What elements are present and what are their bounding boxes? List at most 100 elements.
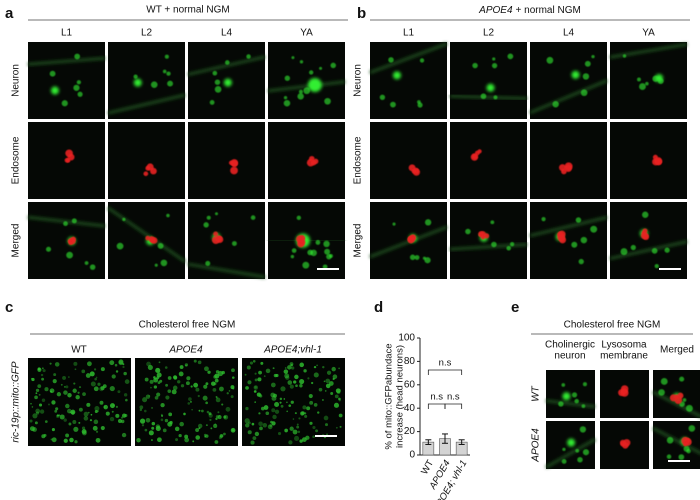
- dot: [279, 401, 282, 404]
- blob: [133, 74, 138, 79]
- dot: [93, 386, 99, 392]
- dot: [153, 377, 159, 383]
- y-axis-label: increase (head neurons): [395, 345, 406, 448]
- dot: [332, 374, 338, 380]
- dot: [117, 419, 122, 424]
- dot: [193, 382, 199, 388]
- dot: [267, 424, 273, 430]
- dot: [332, 377, 335, 381]
- dot: [283, 369, 289, 374]
- dot: [151, 426, 155, 430]
- blob: [507, 53, 514, 60]
- micrograph-bg: [268, 42, 345, 119]
- micrograph-bg: [370, 42, 447, 119]
- blob: [89, 264, 96, 270]
- micrograph: [609, 42, 688, 119]
- dot: [206, 410, 210, 414]
- dot: [145, 418, 151, 423]
- dot: [81, 426, 86, 430]
- dot: [160, 414, 164, 417]
- blob: [486, 83, 495, 92]
- dot: [139, 405, 144, 410]
- dot: [254, 390, 257, 393]
- dot: [205, 434, 209, 438]
- dot: [111, 374, 116, 379]
- title-italic: APOE4: [478, 5, 513, 16]
- panel-label: b: [357, 5, 366, 22]
- dot: [165, 395, 170, 400]
- dot: [211, 381, 216, 386]
- dot: [271, 408, 276, 413]
- dot: [94, 405, 100, 411]
- dot: [249, 361, 254, 365]
- dot: [82, 392, 86, 397]
- dot: [187, 402, 191, 405]
- dot: [265, 411, 270, 416]
- blob: [74, 53, 81, 60]
- micrograph: [28, 122, 105, 199]
- dot: [232, 376, 235, 379]
- blob: [688, 425, 696, 432]
- fiber: [449, 94, 528, 100]
- dot: [335, 426, 338, 429]
- dot: [311, 381, 314, 385]
- dot: [155, 424, 161, 429]
- dot: [214, 440, 219, 444]
- dot: [160, 418, 164, 422]
- dot: [250, 440, 255, 445]
- panel-title: Cholesterol free NGM: [139, 320, 236, 331]
- fiber: [652, 426, 700, 455]
- fiber: [529, 215, 608, 238]
- blob: [465, 228, 471, 235]
- dot: [263, 375, 266, 377]
- micrograph: [107, 42, 186, 119]
- blob: [477, 149, 482, 154]
- dot: [70, 409, 76, 415]
- blob: [303, 87, 311, 95]
- dot: [205, 424, 208, 427]
- dot: [244, 418, 250, 424]
- fiber: [107, 93, 186, 115]
- dot: [247, 380, 252, 385]
- blob: [230, 166, 238, 175]
- dot: [118, 360, 124, 366]
- blob: [591, 54, 595, 59]
- blob: [77, 91, 83, 97]
- blob: [678, 454, 685, 460]
- dot: [230, 395, 234, 399]
- dot: [73, 426, 79, 432]
- dot: [51, 400, 56, 405]
- dot: [195, 435, 201, 440]
- dot: [214, 423, 217, 425]
- blob: [291, 56, 295, 60]
- blob: [561, 459, 567, 464]
- dot: [189, 400, 192, 403]
- row-label: Endosome: [353, 136, 364, 184]
- row-label: Neuron: [11, 64, 22, 97]
- dot: [158, 361, 161, 364]
- dot: [223, 432, 226, 436]
- blob: [310, 249, 317, 257]
- dot: [125, 398, 128, 402]
- dot: [144, 377, 149, 382]
- dot: [291, 366, 295, 370]
- dot: [260, 406, 265, 411]
- dot: [324, 390, 327, 392]
- dot: [217, 411, 220, 414]
- micrograph: [450, 122, 527, 199]
- dot: [309, 421, 313, 425]
- blob: [642, 211, 649, 218]
- blob: [546, 56, 554, 64]
- dot: [72, 420, 77, 424]
- dot: [209, 418, 212, 422]
- blob: [65, 158, 71, 163]
- micrograph: [370, 122, 447, 199]
- dot: [83, 416, 89, 421]
- dot: [87, 411, 90, 414]
- dot: [93, 368, 97, 371]
- blob: [577, 456, 583, 463]
- blob: [645, 81, 649, 86]
- dot: [215, 397, 221, 403]
- dot: [95, 437, 101, 443]
- dot: [202, 395, 208, 401]
